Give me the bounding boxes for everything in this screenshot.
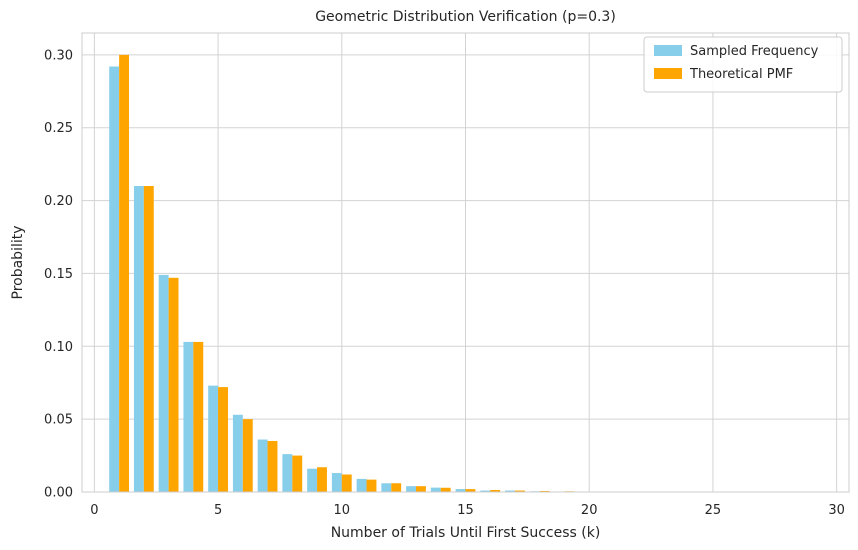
bar-theoretical [341, 474, 352, 492]
bar-sampled [183, 341, 194, 492]
bar-theoretical [317, 467, 327, 492]
bars [109, 54, 822, 492]
bar-sampled [331, 473, 342, 492]
bar-sampled [232, 414, 243, 492]
bar-sampled [257, 439, 268, 492]
plot-frame [81, 32, 850, 493]
chart-title: Geometric Distribution Verification (p=0… [315, 9, 616, 25]
y-tick-label: 0.10 [44, 340, 73, 355]
x-tick-label: 25 [705, 503, 722, 518]
legend: Sampled Frequency Theoretical PMF [643, 36, 843, 93]
bar-theoretical [490, 489, 501, 492]
x-tick-label: 15 [457, 503, 474, 518]
bar-theoretical [119, 54, 130, 492]
bar-theoretical [267, 441, 278, 492]
bar-sampled [158, 274, 169, 492]
bar-sampled [381, 483, 392, 492]
y-tick-label: 0.05 [44, 413, 73, 428]
bar-sampled [109, 66, 120, 492]
legend-swatch-sampled [654, 45, 682, 56]
bar-theoretical [514, 490, 525, 492]
x-tick-label: 20 [581, 503, 598, 518]
legend-box [643, 36, 843, 93]
bar-sampled [133, 186, 144, 492]
x-tick-label: 0 [90, 503, 98, 518]
bar-sampled [307, 468, 318, 492]
bar-theoretical [242, 419, 253, 492]
bar-theoretical [416, 486, 426, 492]
bar-sampled [406, 486, 417, 492]
bar-theoretical [193, 341, 204, 492]
bar-theoretical [292, 455, 303, 492]
tick-labels: 0 5 10 15 20 25 30 0.00 0.05 0.10 0.15 0.20 0.25 0.30 [44, 48, 845, 518]
bar-theoretical [539, 490, 550, 492]
bar-sampled [430, 487, 441, 492]
x-tick-label: 5 [214, 503, 222, 518]
y-tick-label: 0.00 [44, 486, 73, 501]
bar-theoretical [440, 487, 451, 492]
bar-theoretical [168, 277, 179, 492]
legend-label-theoretical: Theoretical PMF [689, 67, 793, 82]
bar-theoretical [143, 186, 154, 492]
bar-theoretical [391, 483, 402, 492]
bar-sampled [208, 385, 219, 492]
bar-sampled [505, 490, 515, 492]
y-tick-label: 0.15 [44, 267, 73, 282]
y-tick-label: 0.25 [44, 121, 73, 136]
x-tick-label: 30 [828, 503, 845, 518]
legend-swatch-theoretical [654, 68, 682, 79]
y-axis-label: Probability [10, 225, 26, 299]
bar-theoretical [218, 387, 228, 492]
y-tick-label: 0.30 [44, 48, 73, 63]
y-tick-label: 0.20 [44, 194, 73, 209]
bar-theoretical [465, 489, 476, 492]
x-axis-label: Number of Trials Until First Success (k) [331, 525, 601, 541]
bar-sampled [480, 490, 491, 492]
bar-sampled [356, 478, 367, 492]
bar-theoretical [366, 479, 377, 492]
bar-sampled [455, 489, 466, 492]
legend-label-sampled: Sampled Frequency [690, 44, 819, 59]
x-tick-label: 10 [334, 503, 351, 518]
bar-sampled [282, 454, 293, 492]
